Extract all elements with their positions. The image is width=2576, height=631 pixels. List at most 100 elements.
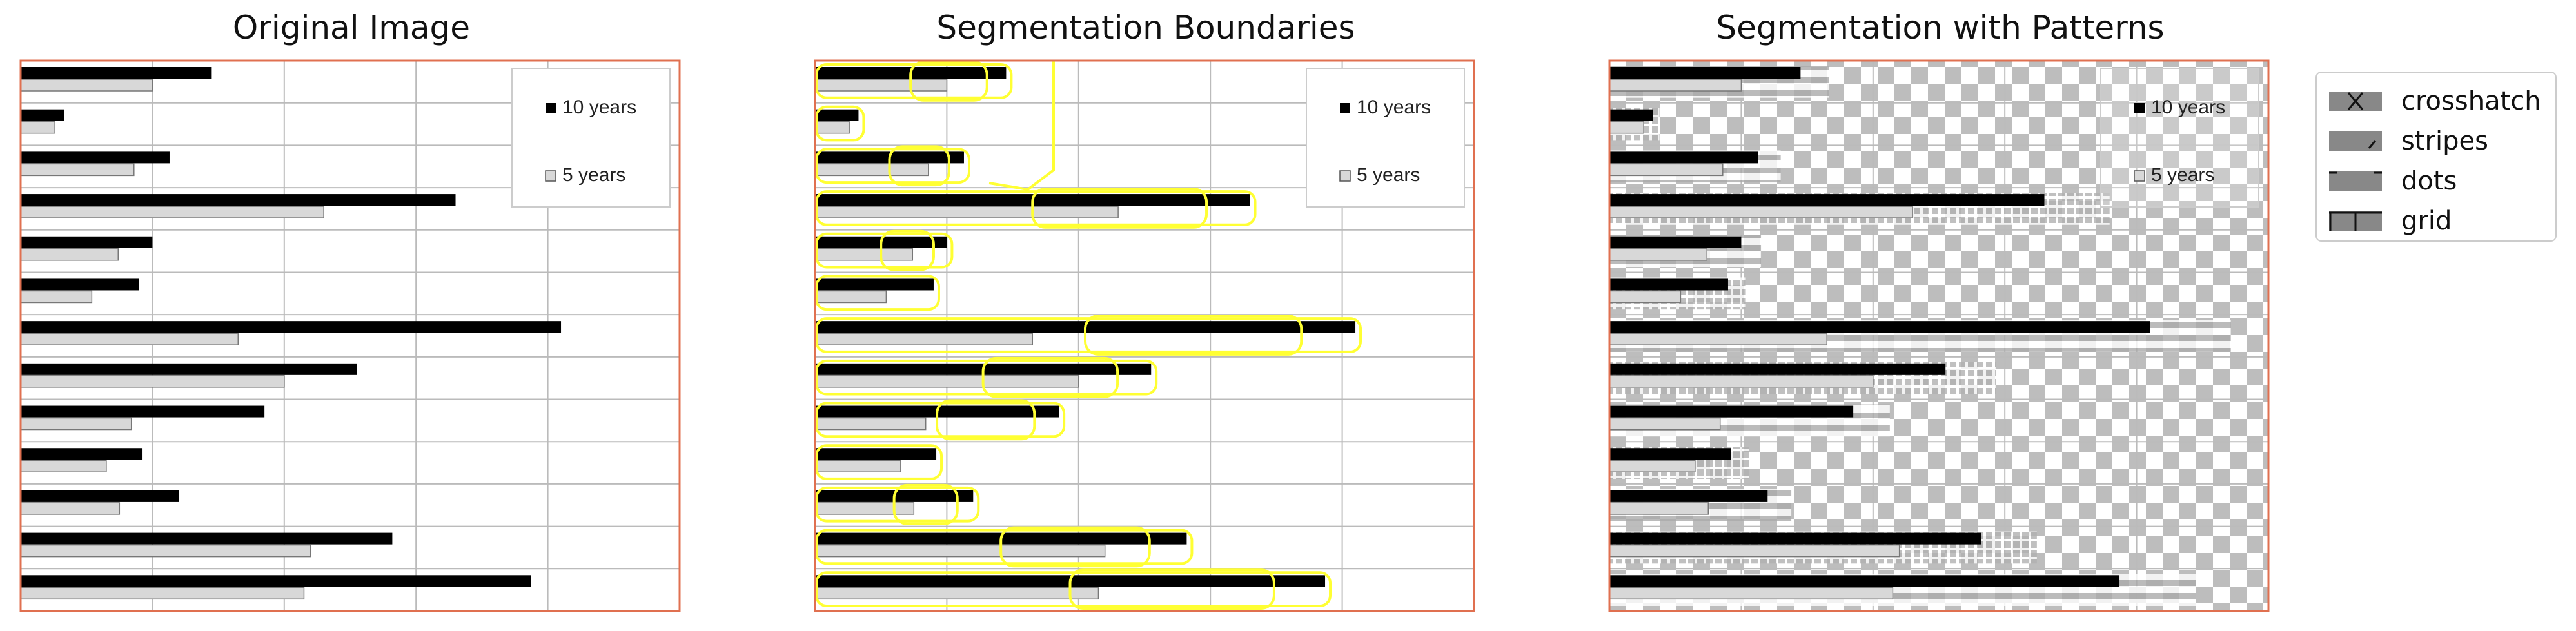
bar-10-years <box>21 532 393 545</box>
legend-swatch-5-years <box>1339 170 1351 182</box>
panel-frame <box>814 59 1475 612</box>
crosshatch-mark <box>2347 92 2364 110</box>
bar-10-years <box>1609 236 1742 248</box>
bar-10-years <box>21 109 64 121</box>
bar-5-years <box>815 121 850 134</box>
bar-5-years <box>815 79 948 92</box>
bar-10-years <box>1609 194 2045 206</box>
legend-label-10-years: 10 years <box>2151 97 2225 118</box>
bar-10-years <box>1609 151 1758 164</box>
bar-5-years <box>21 587 305 600</box>
bar-5-years <box>1609 121 1644 134</box>
segment-boundary <box>880 229 935 271</box>
bar-5-years <box>815 333 1034 345</box>
bar-5-years <box>21 163 135 177</box>
bar-5-years <box>1609 417 1721 431</box>
bar-5-years <box>815 502 915 515</box>
bar-10-years <box>1609 490 1768 502</box>
pattern-legend-label-dots: dots <box>2401 166 2457 196</box>
legend-swatch-10-years <box>1340 103 1350 113</box>
panel-1: 10 years 5 years <box>815 61 1474 611</box>
bar-5-years <box>21 290 93 304</box>
panel-2: 10 years 5 years <box>1609 61 2268 611</box>
bar-10-years <box>815 278 934 291</box>
chart-legend-box <box>511 68 671 208</box>
bar-10-years <box>1609 278 1728 291</box>
chart-legend-box <box>1306 68 1465 208</box>
bar-5-years <box>815 163 929 177</box>
bar-5-years <box>1609 206 1913 218</box>
legend-label-10-years: 10 years <box>1357 97 1431 118</box>
segment-boundary <box>909 61 988 102</box>
bar-10-years <box>1609 448 1731 460</box>
legend-swatch-10-years <box>546 103 556 113</box>
bar-5-years <box>815 544 1106 558</box>
bar-10-years <box>21 151 170 164</box>
bar-10-years <box>1609 405 1854 418</box>
bar-5-years <box>815 206 1119 218</box>
legend-label-10-years: 10 years <box>562 97 636 118</box>
bar-10-years <box>1609 67 1801 79</box>
bar-10-years <box>1609 109 1653 121</box>
bar-5-years <box>21 417 132 431</box>
bar-5-years <box>21 502 121 515</box>
segment-boundary <box>815 444 943 480</box>
pattern-legend-label-grid: grid <box>2401 206 2452 236</box>
panel-title-original: Original Image <box>232 9 471 46</box>
bar-5-years <box>21 206 324 218</box>
bar-5-years <box>1609 333 1828 345</box>
chart-legend-box <box>2100 68 2259 208</box>
bar-5-years <box>1609 375 1874 388</box>
bar-5-years <box>1609 544 1900 558</box>
bar-10-years <box>1609 321 2150 333</box>
bar-5-years <box>1609 502 1709 515</box>
bar-5-years <box>21 333 239 345</box>
bar-10-years <box>1609 363 1946 375</box>
bar-10-years <box>21 236 153 248</box>
bar-5-years <box>815 248 914 261</box>
bar-5-years <box>21 460 107 472</box>
bar-5-years <box>21 121 55 134</box>
pattern-legend: crosshatch stripes dots grid <box>2315 72 2557 242</box>
bar-5-years <box>21 248 119 261</box>
segment-boundary <box>892 483 959 525</box>
segment-boundary <box>1084 315 1303 356</box>
legend-label-5-years: 5 years <box>562 164 625 186</box>
legend-swatch-10-years <box>2134 103 2145 113</box>
bar-10-years <box>21 321 562 333</box>
bar-5-years <box>1609 587 1894 600</box>
segment-boundary <box>1068 568 1275 610</box>
segment-boundary <box>988 61 1055 191</box>
segment-boundary <box>999 526 1151 568</box>
panel-0: 10 years 5 years <box>21 61 680 611</box>
pattern-legend-box <box>2315 72 2557 242</box>
legend-swatch-5-years <box>545 170 556 182</box>
bar-10-years <box>21 575 531 587</box>
legend-label-5-years: 5 years <box>2151 164 2214 186</box>
bar-5-years <box>1609 163 1724 177</box>
bar-5-years <box>815 460 901 472</box>
bar-10-years <box>21 448 143 460</box>
bar-10-years <box>21 405 265 418</box>
segment-boundary <box>981 356 1119 398</box>
bar-10-years <box>815 448 937 460</box>
bar-5-years <box>1609 248 1708 261</box>
panel-frame <box>19 59 681 612</box>
legend-label-5-years: 5 years <box>1357 164 1420 186</box>
bar-10-years <box>1609 575 2120 587</box>
segment-boundary <box>888 145 950 187</box>
bar-10-years <box>21 194 456 206</box>
panel-frame <box>1608 59 2270 612</box>
bar-5-years <box>21 544 311 558</box>
bar-5-years <box>815 587 1099 600</box>
segment-boundary <box>936 399 1036 441</box>
bar-5-years <box>1609 79 1742 92</box>
panel-title-patterns: Segmentation with Patterns <box>1716 9 2165 46</box>
bar-5-years <box>815 417 927 431</box>
bar-5-years <box>815 290 887 304</box>
bar-5-years <box>815 375 1079 388</box>
bar-5-years <box>1609 290 1682 304</box>
bar-5-years <box>1609 460 1696 472</box>
bar-10-years <box>21 67 212 79</box>
